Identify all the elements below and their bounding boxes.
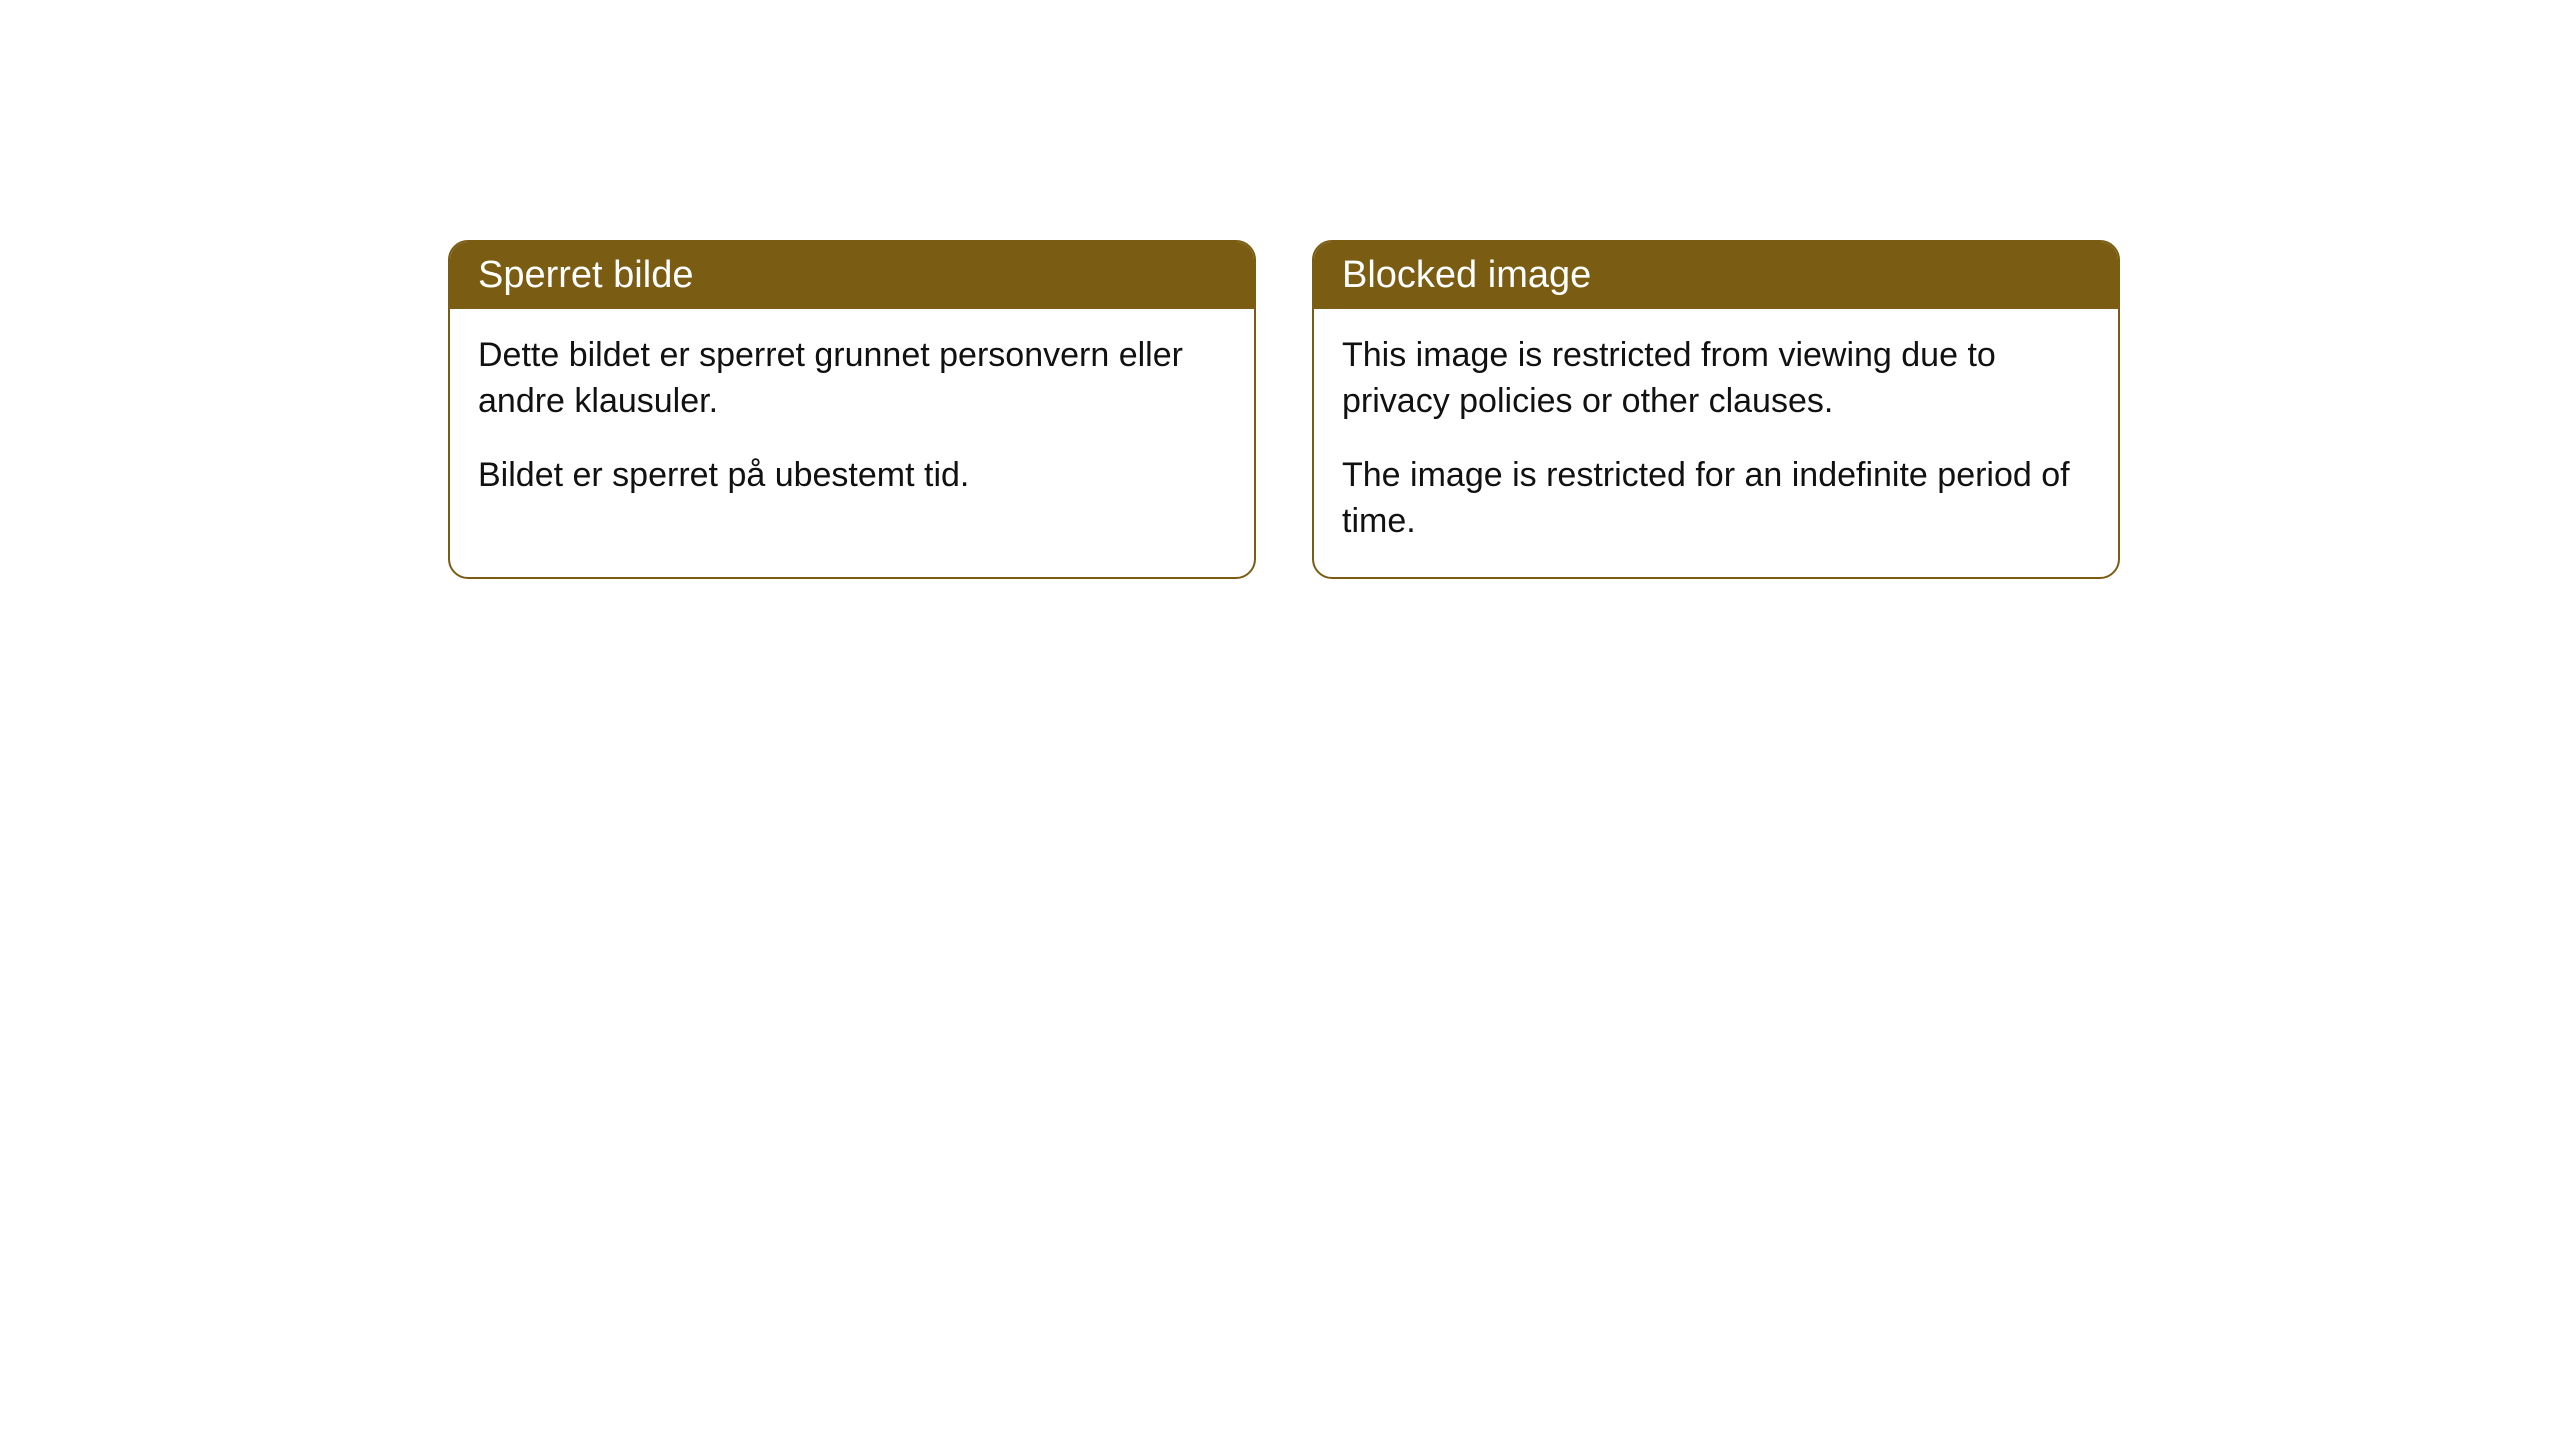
card-paragraph: Bildet er sperret på ubestemt tid. [478, 453, 1226, 499]
blocked-image-card-no: Sperret bilde Dette bildet er sperret gr… [448, 240, 1256, 579]
card-header: Blocked image [1314, 242, 2118, 309]
card-body: This image is restricted from viewing du… [1314, 309, 2118, 577]
card-container: Sperret bilde Dette bildet er sperret gr… [448, 240, 2120, 579]
card-paragraph: This image is restricted from viewing du… [1342, 333, 2090, 425]
card-body: Dette bildet er sperret grunnet personve… [450, 309, 1254, 531]
blocked-image-card-en: Blocked image This image is restricted f… [1312, 240, 2120, 579]
card-header: Sperret bilde [450, 242, 1254, 309]
card-paragraph: The image is restricted for an indefinit… [1342, 453, 2090, 545]
card-title: Sperret bilde [478, 254, 693, 296]
card-paragraph: Dette bildet er sperret grunnet personve… [478, 333, 1226, 425]
card-title: Blocked image [1342, 254, 1591, 296]
